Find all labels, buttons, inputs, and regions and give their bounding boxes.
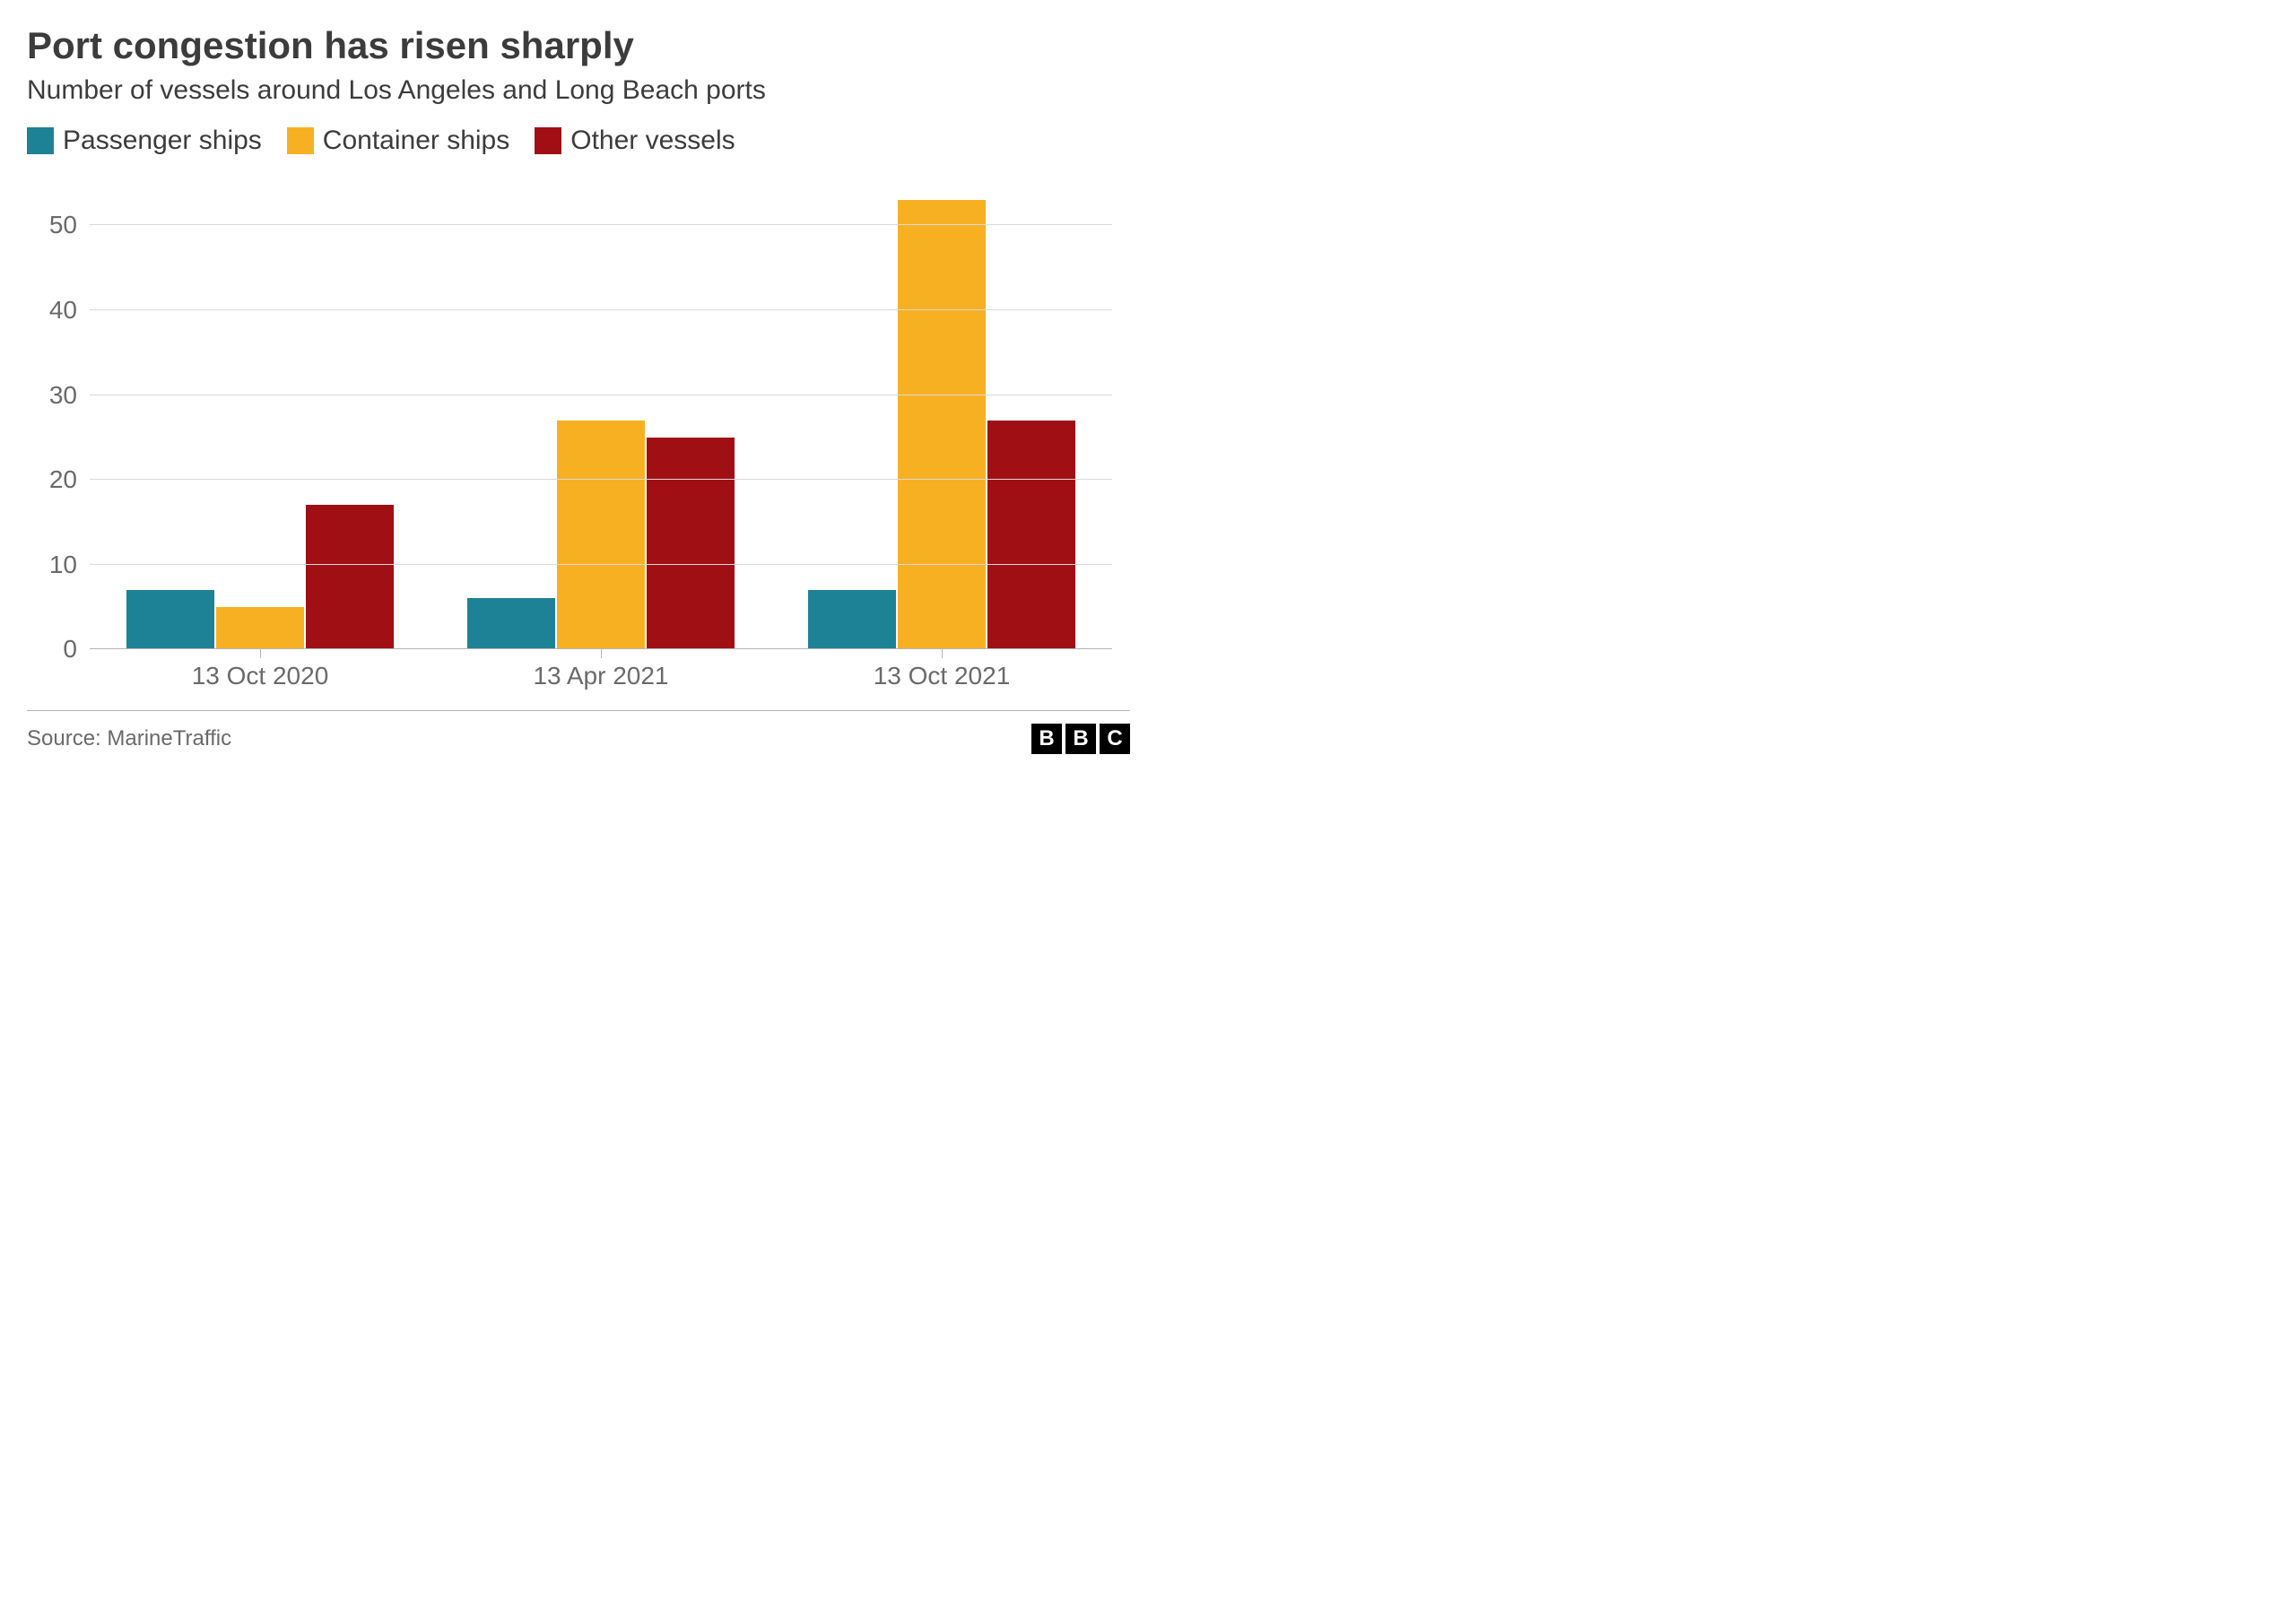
x-tick-label: 13 Oct 2021 xyxy=(808,662,1075,690)
source-label: Source: MarineTraffic xyxy=(27,726,231,751)
y-tick-label: 30 xyxy=(49,381,90,410)
bar-group xyxy=(126,183,394,649)
chart-footer: Source: MarineTraffic BBC xyxy=(27,710,1130,754)
bar xyxy=(467,598,555,649)
y-tick-label: 40 xyxy=(49,296,90,325)
x-tick-mark xyxy=(942,649,943,658)
plot-area: 01020304050 xyxy=(90,183,1112,649)
x-axis-labels: 13 Oct 2020 13 Apr 2021 13 Oct 2021 xyxy=(90,662,1112,690)
legend-item: Other vessels xyxy=(535,126,735,156)
x-tick-label: 13 Apr 2021 xyxy=(467,662,735,690)
legend-label: Container ships xyxy=(323,126,509,156)
gridline xyxy=(90,564,1112,565)
bbc-logo-block: B xyxy=(1065,724,1096,754)
legend-item: Container ships xyxy=(287,126,509,156)
bar xyxy=(987,421,1075,649)
bar xyxy=(808,590,896,649)
legend-label: Other vessels xyxy=(570,126,735,156)
y-tick-label: 20 xyxy=(49,465,90,494)
legend: Passenger ships Container ships Other vess… xyxy=(27,126,1130,156)
bar-group xyxy=(467,183,735,649)
bar xyxy=(647,438,735,649)
bar-group xyxy=(808,183,1075,649)
x-tick-label: 13 Oct 2020 xyxy=(126,662,394,690)
bar xyxy=(557,421,645,649)
bbc-logo-block: B xyxy=(1031,724,1062,754)
legend-label: Passenger ships xyxy=(63,126,262,156)
chart-subtitle: Number of vessels around Los Angeles and… xyxy=(27,75,1130,106)
bbc-logo: BBC xyxy=(1031,724,1130,754)
bar xyxy=(126,590,214,649)
legend-swatch xyxy=(287,127,314,154)
bar xyxy=(216,607,304,649)
chart-title: Port congestion has risen sharply xyxy=(27,25,1130,66)
y-tick-label: 50 xyxy=(49,211,90,239)
y-tick-label: 0 xyxy=(63,635,90,664)
x-tick-mark xyxy=(260,649,261,658)
gridline xyxy=(90,479,1112,480)
bar xyxy=(306,505,394,649)
y-tick-label: 10 xyxy=(49,551,90,579)
bbc-logo-block: C xyxy=(1100,724,1130,754)
bar xyxy=(898,200,986,649)
gridline xyxy=(90,224,1112,225)
chart-container: Port congestion has risen sharply Number… xyxy=(0,0,1157,772)
legend-swatch xyxy=(27,127,54,154)
gridline xyxy=(90,309,1112,310)
legend-item: Passenger ships xyxy=(27,126,262,156)
axis-baseline xyxy=(90,648,1112,649)
legend-swatch xyxy=(535,127,561,154)
plot-wrapper: 01020304050 13 Oct 202013 Apr 202113 Oct… xyxy=(90,183,1112,690)
x-tick-mark xyxy=(601,649,602,658)
bar-groups xyxy=(90,183,1112,649)
